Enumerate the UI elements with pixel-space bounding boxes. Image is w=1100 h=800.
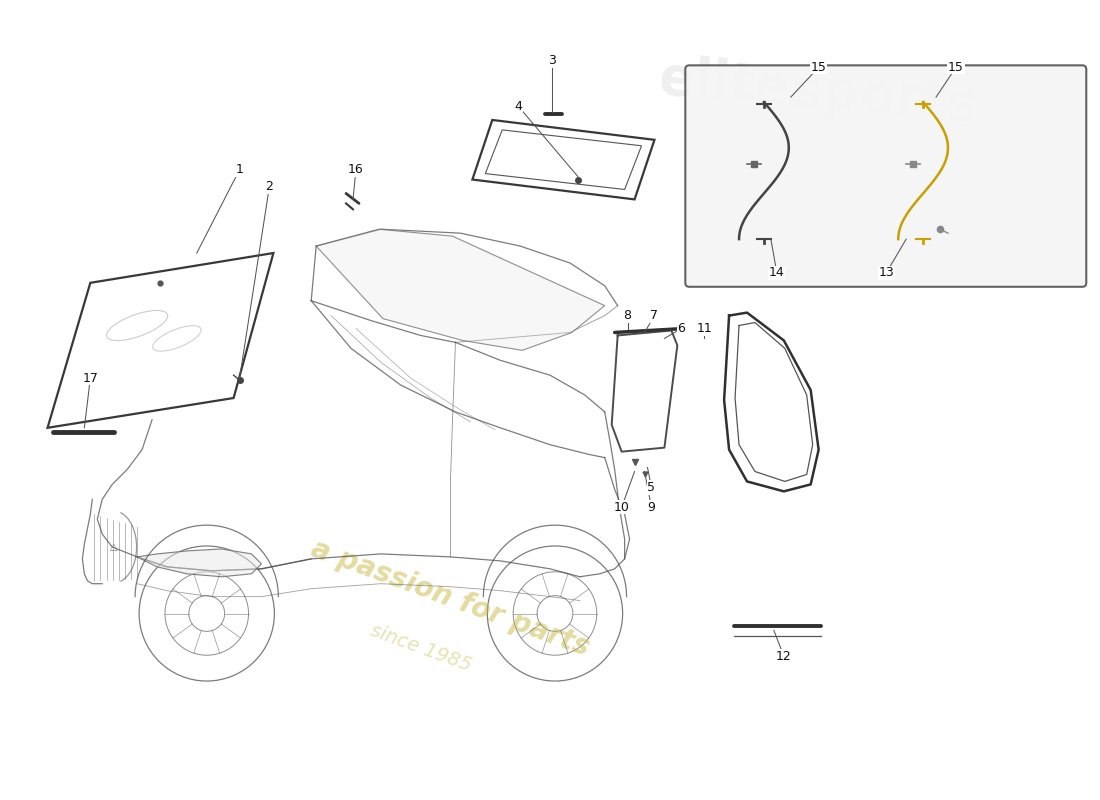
Text: 4: 4 — [514, 99, 522, 113]
FancyBboxPatch shape — [685, 66, 1087, 286]
Text: 6: 6 — [678, 322, 685, 335]
Text: elitesports: elitesports — [657, 52, 980, 132]
Text: 15: 15 — [811, 61, 826, 74]
Text: 10: 10 — [614, 501, 629, 514]
Polygon shape — [316, 229, 605, 350]
Polygon shape — [138, 549, 262, 577]
Text: 13: 13 — [879, 266, 894, 279]
Text: 14: 14 — [769, 266, 784, 279]
Text: 3: 3 — [548, 54, 556, 67]
Text: 12: 12 — [776, 650, 792, 662]
Text: a passion for parts: a passion for parts — [307, 535, 594, 662]
Text: since 1985: since 1985 — [367, 621, 474, 675]
Text: 2: 2 — [265, 180, 274, 193]
Text: 9: 9 — [648, 501, 656, 514]
Text: 16: 16 — [348, 163, 364, 176]
Text: 15: 15 — [948, 61, 964, 74]
Text: 5: 5 — [648, 481, 656, 494]
Text: 17: 17 — [82, 372, 98, 385]
Text: 7: 7 — [650, 309, 659, 322]
Text: 8: 8 — [624, 309, 631, 322]
Text: △: △ — [110, 542, 118, 552]
Text: 1: 1 — [235, 163, 243, 176]
Text: 11: 11 — [696, 322, 712, 335]
